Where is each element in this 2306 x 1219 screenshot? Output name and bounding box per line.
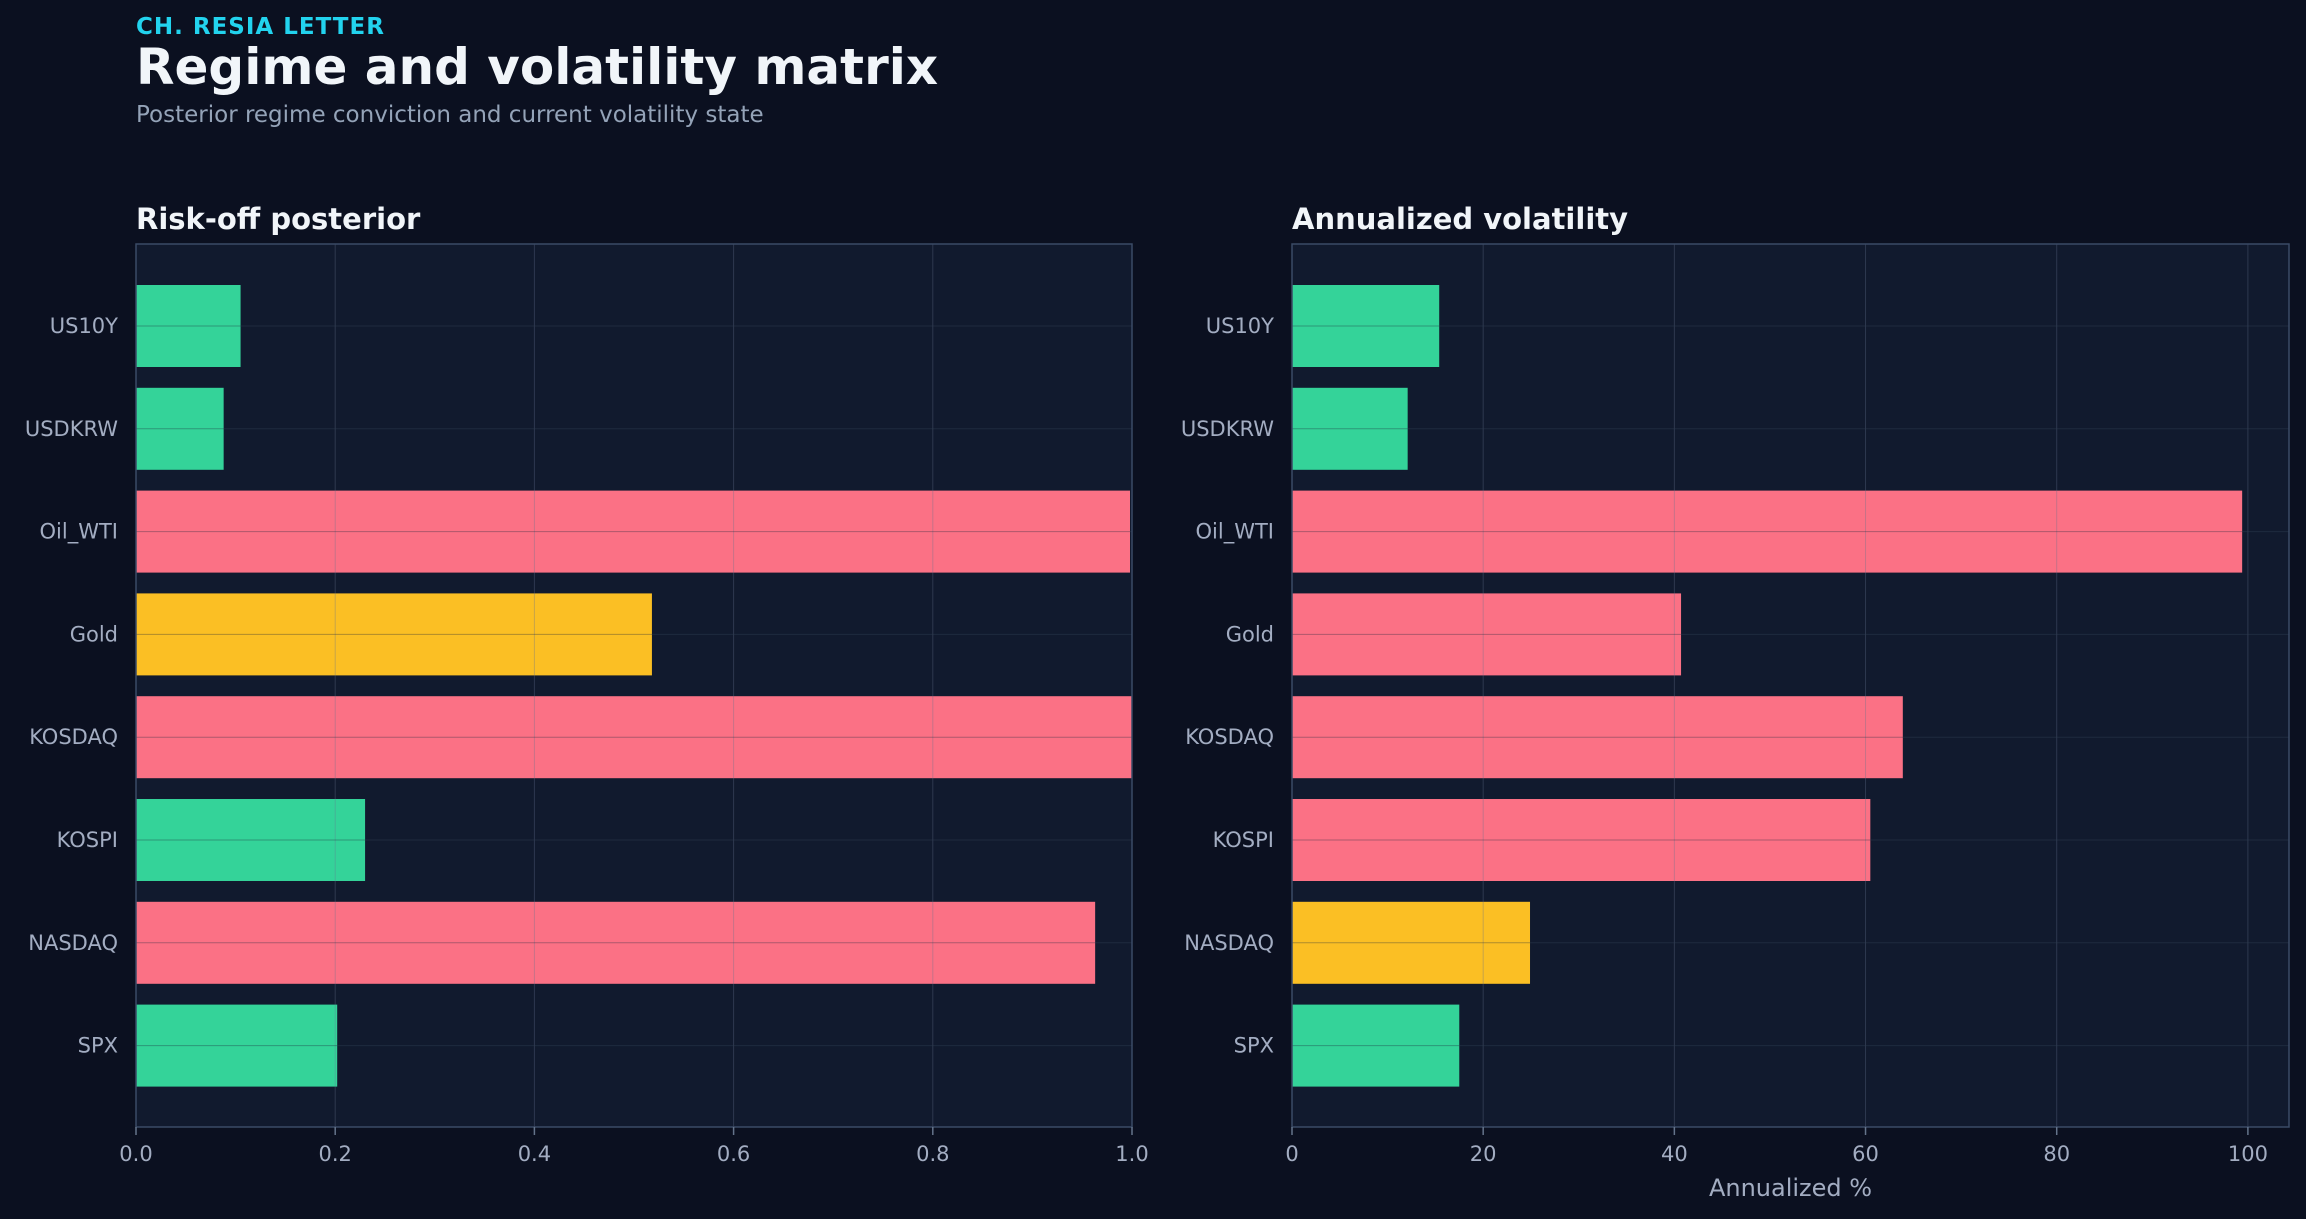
- y-tick-label: US10Y: [50, 314, 118, 338]
- x-tick-label: 0.2: [318, 1142, 351, 1166]
- plot-area: [136, 244, 1132, 1127]
- x-tick-label: 0.0: [119, 1142, 152, 1166]
- bar-kospi: [136, 799, 366, 881]
- y-tick-label: Gold: [1226, 622, 1274, 646]
- x-tick-label: 20: [1470, 1142, 1497, 1166]
- x-tick-label: 0: [1285, 1142, 1298, 1166]
- y-tick-label: SPX: [1234, 1034, 1274, 1058]
- bar-spx: [136, 1004, 338, 1087]
- risk-off-posterior-chart: Risk-off posterior US10Y USDKRW Oil_WTI Gold…: [25, 202, 1149, 1166]
- x-axis-label: Annualized %: [1709, 1174, 1872, 1202]
- x-tick-label: 1.0: [1115, 1142, 1148, 1166]
- x-tick-label: 0.4: [518, 1142, 551, 1166]
- bar-gold: [1292, 593, 1682, 676]
- panel-title: Annualized volatility: [1292, 202, 1628, 236]
- y-tick-label: USDKRW: [1181, 417, 1274, 441]
- y-tick-label: KOSPI: [1213, 828, 1274, 852]
- y-tick-label: NASDAQ: [1184, 931, 1274, 955]
- bar-oil_wti: [136, 490, 1131, 573]
- x-tick-label: 0.8: [916, 1142, 949, 1166]
- bar-usdkrw: [136, 387, 224, 470]
- panel-title: Risk-off posterior: [136, 202, 421, 236]
- bar-kosdaq: [1292, 696, 1903, 779]
- y-tick-label: US10Y: [1206, 314, 1274, 338]
- y-tick-label: USDKRW: [25, 417, 118, 441]
- bar-gold: [136, 593, 652, 676]
- bar-spx: [1292, 1004, 1460, 1087]
- bar-kospi: [1292, 799, 1871, 881]
- bar-oil_wti: [1292, 490, 2243, 573]
- y-tick-label: KOSDAQ: [1185, 725, 1274, 749]
- y-tick-label: SPX: [78, 1034, 118, 1058]
- x-tick-label: 80: [2043, 1142, 2070, 1166]
- x-tick-label: 60: [1852, 1142, 1879, 1166]
- y-tick-label: Oil_WTI: [1196, 520, 1274, 545]
- bar-nasdaq: [136, 901, 1096, 984]
- y-tick-label: Oil_WTI: [40, 520, 118, 545]
- x-tick-label: 0.6: [717, 1142, 750, 1166]
- plot-frame: [1291, 243, 2290, 1128]
- bar-us10y: [1292, 285, 1440, 367]
- y-tick-label: Gold: [70, 622, 118, 646]
- page-title: Regime and volatility matrix: [136, 38, 939, 96]
- bar-usdkrw: [1292, 387, 1408, 470]
- bar-kosdaq: [136, 696, 1132, 779]
- bar-nasdaq: [1292, 901, 1531, 984]
- plot-frame: [135, 243, 1133, 1128]
- report-kicker: CH. RESIA LETTER: [136, 14, 385, 40]
- y-tick-label: NASDAQ: [28, 931, 118, 955]
- x-tick-label: 40: [1661, 1142, 1688, 1166]
- page-subtitle: Posterior regime conviction and current …: [136, 102, 764, 128]
- y-tick-label: KOSPI: [57, 828, 118, 852]
- bar-us10y: [136, 285, 241, 367]
- annualized-volatility-chart: Annualized volatility US10Y USDKRW Oil_WTI G…: [1181, 202, 2290, 1202]
- plot-area: [1292, 244, 2289, 1127]
- y-tick-label: KOSDAQ: [29, 725, 118, 749]
- x-tick-label: 100: [2228, 1142, 2268, 1166]
